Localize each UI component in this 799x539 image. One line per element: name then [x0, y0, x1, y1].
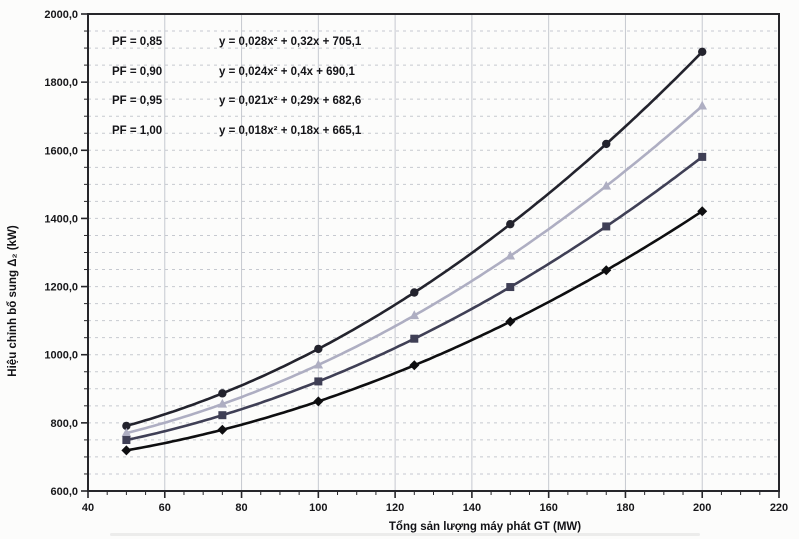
legend-row-pf-100: PF = 1,00 y = 0,018x² + 0,18x + 665,1	[112, 125, 361, 138]
y-tick-label: 1400,0	[44, 213, 78, 225]
legend-equation: y = 0,018x² + 0,18x + 665,1	[219, 124, 362, 137]
x-tick-label: 80	[235, 502, 247, 514]
marker-diamond	[505, 316, 516, 327]
y-tick-label: 1200,0	[44, 282, 78, 294]
marker-diamond	[601, 265, 612, 276]
y-tick-label: 600,0	[50, 486, 78, 498]
x-tick-label: 200	[693, 502, 711, 514]
y-tick-label: 1800,0	[44, 77, 78, 89]
x-tick-label: 140	[463, 502, 481, 514]
marker-circle	[698, 47, 707, 56]
legend-equation: y = 0,028x² + 0,32x + 705,1	[219, 36, 362, 48]
legend-pf-label: PF = 0,90	[112, 65, 163, 78]
marker-diamond	[121, 445, 132, 456]
marker-square	[410, 334, 419, 343]
marker-diamond	[217, 424, 228, 435]
marker-square	[122, 436, 131, 445]
x-tick-label: 100	[309, 502, 327, 514]
marker-triangle	[697, 100, 708, 110]
marker-diamond	[409, 360, 420, 371]
marker-square	[218, 411, 227, 420]
y-tick-label: 800,0	[50, 418, 78, 430]
marker-square	[602, 222, 611, 231]
marker-square	[506, 283, 515, 292]
marker-circle	[602, 139, 611, 149]
legend-pf-label: PF = 0,95	[112, 95, 163, 107]
marker-triangle	[505, 250, 516, 260]
series-line-100	[125, 209, 704, 452]
marker-triangle	[121, 427, 132, 437]
legend-pf-label: PF = 1,00	[112, 124, 163, 137]
x-tick-label: 40	[82, 502, 94, 514]
marker-square	[698, 152, 707, 161]
y-axis-title: Hiệu chỉnh bổ sung Δ₂ (kW)	[7, 225, 19, 377]
legend-row-pf-090: PF = 0,90 y = 0,024x² + 0,4x + 690,1	[112, 66, 361, 79]
scan-artifact	[110, 533, 700, 536]
legend-equation: y = 0,021x² + 0,29x + 682,6	[219, 95, 362, 107]
marker-triangle	[313, 359, 324, 369]
x-tick-label: 120	[386, 502, 404, 514]
y-tick-label: 1600,0	[44, 145, 78, 157]
marker-circle	[314, 344, 323, 354]
legend-equation: y = 0,024x² + 0,4x + 690,1	[219, 65, 355, 78]
marker-circle	[122, 421, 131, 431]
x-tick-label: 220	[770, 502, 788, 514]
marker-diamond	[313, 396, 324, 407]
marker-square	[314, 377, 323, 386]
x-tick-label: 180	[616, 502, 634, 514]
x-tick-label: 60	[159, 502, 171, 514]
marker-circle	[410, 288, 419, 297]
marker-circle	[506, 219, 515, 229]
legend: PF = 0,85 y = 0,028x² + 0,32x + 705,1 PF …	[112, 36, 361, 154]
legend-row-pf-085: PF = 0,85 y = 0,028x² + 0,32x + 705,1	[112, 36, 361, 49]
y-tick-label: 1000,0	[44, 350, 78, 362]
legend-row-pf-095: PF = 0,95 y = 0,021x² + 0,29x + 682,6	[112, 95, 361, 108]
marker-diamond	[697, 206, 708, 217]
x-axis-title: Tổng sản lượng máy phát GT (MW)	[388, 521, 582, 533]
marker-triangle	[601, 180, 612, 190]
marker-circle	[218, 389, 227, 398]
y-tick-label: 2000,0	[44, 9, 78, 21]
marker-triangle	[217, 398, 228, 408]
x-tick-label: 160	[539, 502, 557, 514]
legend-pf-label: PF = 0,85	[112, 36, 163, 48]
marker-triangle	[409, 310, 420, 320]
